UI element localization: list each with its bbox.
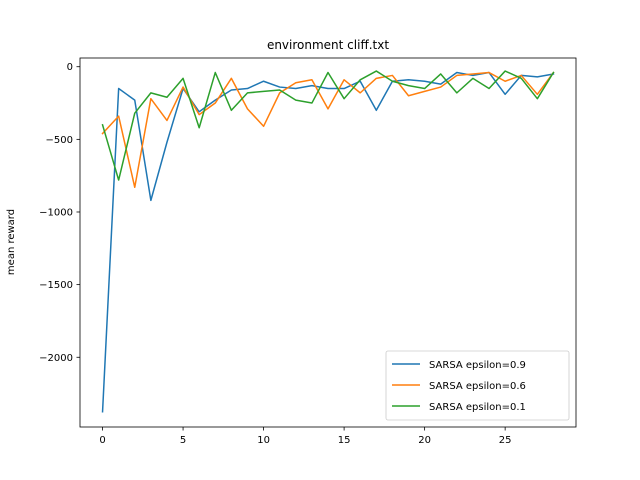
y-axis-label: mean reward xyxy=(6,209,17,275)
series-line-3 xyxy=(101,70,555,181)
y-tick-label: −1500 xyxy=(39,280,73,291)
y-tick-label: 0 xyxy=(67,62,73,73)
legend-label: SARSA epsilon=0.1 xyxy=(429,402,526,413)
y-tick-label: −1000 xyxy=(39,207,73,218)
plot-area-frame xyxy=(79,57,577,428)
x-tick-label: 10 xyxy=(257,435,270,446)
y-tick-label: −2000 xyxy=(39,353,73,364)
legend: SARSA epsilon=0.9 SARSA epsilon=0.6 SARSA … xyxy=(385,350,570,421)
x-tick-label: 20 xyxy=(418,435,431,446)
x-axis: 0 5 10 15 20 25 xyxy=(99,427,512,446)
x-tick-label: 0 xyxy=(99,435,105,446)
y-axis: 0 −500 −1000 −1500 −2000 xyxy=(39,62,80,364)
y-tick-label: −500 xyxy=(46,135,73,146)
chart-title: environment cliff.txt xyxy=(267,38,389,52)
series-line-1 xyxy=(101,71,555,413)
x-tick-label: 15 xyxy=(338,435,351,446)
legend-label: SARSA epsilon=0.6 xyxy=(429,381,526,392)
x-tick-label: 25 xyxy=(499,435,512,446)
x-tick-label: 5 xyxy=(180,435,186,446)
legend-box xyxy=(385,350,570,421)
series-layer xyxy=(101,70,555,413)
legend-label: SARSA epsilon=0.9 xyxy=(429,360,526,371)
series-line-2 xyxy=(101,71,555,189)
